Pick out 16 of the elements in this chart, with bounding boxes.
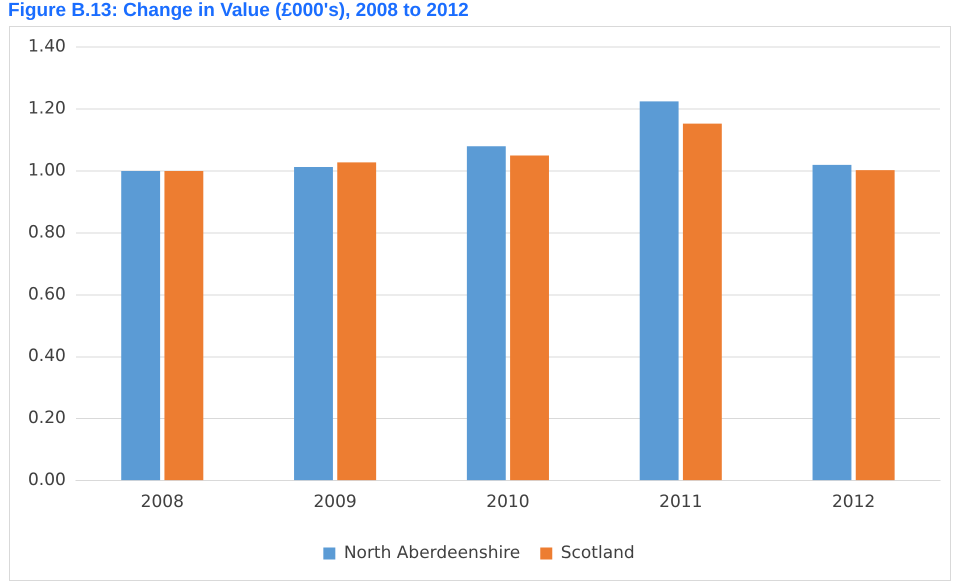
legend-label: Scotland <box>560 542 635 563</box>
chart-title: Figure B.13: Change in Value (£000's), 2008 to 2012 <box>8 0 469 22</box>
y-tick-label: 0.80 <box>28 222 66 242</box>
y-tick-label: 0.20 <box>28 408 66 428</box>
x-tick-label: 2011 <box>659 492 702 512</box>
y-tick-label: 1.00 <box>28 160 66 180</box>
y-tick-label: 0.00 <box>28 470 66 490</box>
y-tick-label: 1.20 <box>28 98 66 119</box>
x-tick-label: 2012 <box>832 492 876 512</box>
x-tick-label: 2009 <box>313 492 357 512</box>
legend-label: North Aberdeenshire <box>344 542 520 563</box>
x-tick-label: 2008 <box>140 492 184 512</box>
y-tick-label: 0.60 <box>28 284 66 304</box>
x-tick-label: 2010 <box>486 492 530 512</box>
y-tick-label: 0.40 <box>28 346 66 366</box>
y-tick-label: 1.40 <box>28 36 66 57</box>
